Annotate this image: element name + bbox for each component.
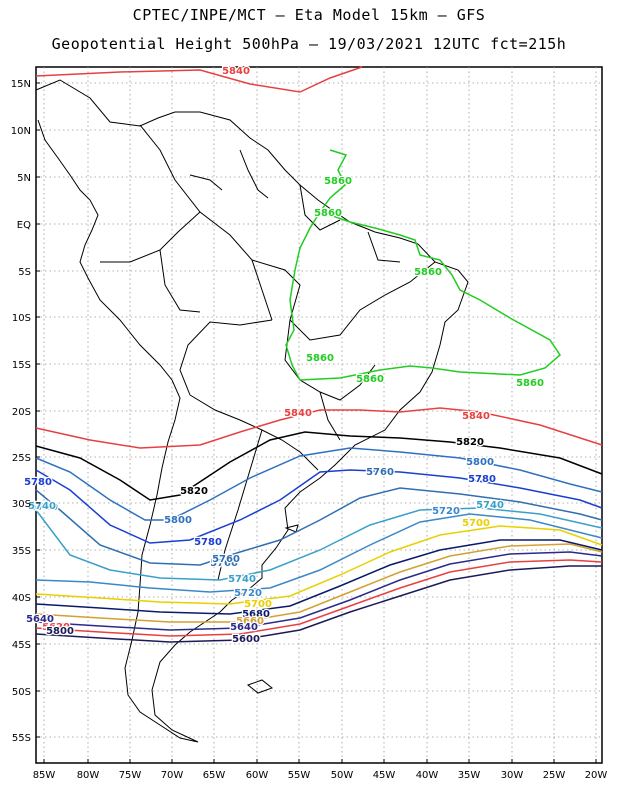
lat-tick-label: 25S <box>12 453 31 464</box>
contour-label: 5780 <box>468 474 496 485</box>
contour-label: 5720 <box>234 588 262 599</box>
contour-5660 <box>35 543 603 623</box>
contour-label: 5860 <box>516 378 544 389</box>
contour-5840-north <box>35 66 363 93</box>
contour-5820 <box>35 431 603 501</box>
contour-label: 5800 <box>466 457 494 468</box>
contour-5840 <box>35 407 603 449</box>
lon-tick-label: 40W <box>416 770 439 781</box>
lat-tick-label: 55S <box>12 733 31 744</box>
coastline <box>35 79 469 743</box>
contour-label: 5820 <box>180 486 208 497</box>
lon-tick-label: 35W <box>458 770 481 781</box>
lon-tick-label: 50W <box>331 770 354 781</box>
lon-tick-label: 75W <box>119 770 142 781</box>
contour-label: 5760 <box>366 467 394 478</box>
contour-5800 <box>35 447 603 521</box>
contour-5860-north <box>285 149 561 381</box>
contours <box>35 66 603 643</box>
lon-tick-label: 70W <box>161 770 184 781</box>
contour-label: 5860 <box>356 374 384 385</box>
lat-tick-label: 5S <box>18 267 31 278</box>
contour-label: 5860 <box>324 176 352 187</box>
lat-tick-label: 35S <box>12 546 31 557</box>
contour-label: 5800 <box>46 626 74 637</box>
lon-tick-label: 25W <box>543 770 566 781</box>
contour-label: 5780 <box>24 477 52 488</box>
contour-label: 5860 <box>314 208 342 219</box>
lon-tick-label: 45W <box>373 770 396 781</box>
contour-label: 5720 <box>432 506 460 517</box>
contour-label: 5600 <box>232 634 260 645</box>
contour-5640 <box>35 551 603 631</box>
contour-label: 5740 <box>228 574 256 585</box>
contour-5760 <box>35 487 603 566</box>
contour-label: 5840 <box>462 411 490 422</box>
contour-label: 5740 <box>476 500 504 511</box>
lon-tick-label: 60W <box>246 770 269 781</box>
lat-tick-label: 10N <box>11 126 31 137</box>
lat-tick-label: 50S <box>12 687 31 698</box>
contour-5740 <box>35 507 603 581</box>
lat-tick-label: 20S <box>12 407 31 418</box>
contour-label: 5800 <box>164 515 192 526</box>
lat-tick-label: 45S <box>12 640 31 651</box>
lon-tick-label: 80W <box>77 770 100 781</box>
contour-label: 5820 <box>456 437 484 448</box>
contour-5700 <box>35 525 603 605</box>
longitude-labels: 85W 80W 75W 70W 65W 60W 55W 50W 45W 40W 35W 30W 25W 2… <box>33 759 608 781</box>
contour-label: 5660 <box>236 616 264 627</box>
lon-tick-label: 55W <box>288 770 311 781</box>
lon-tick-label: 30W <box>501 770 524 781</box>
contour-label: 5740 <box>28 501 56 512</box>
lon-tick-label: 85W <box>33 770 56 781</box>
contour-label: 5620 <box>42 622 70 633</box>
graticule <box>36 67 602 763</box>
lat-tick-label: 15N <box>11 79 31 90</box>
contour-label: 5840 <box>222 66 250 77</box>
lon-tick-label: 65W <box>203 770 226 781</box>
latitude-labels: 15N 10N 5N EQ 5S 10S 15S 20S 25S 30S 35S 40S 45S 50S 5… <box>11 79 40 744</box>
contour-label: 5700 <box>462 518 490 529</box>
map-title: CPTEC/INPE/MCT – Eta Model 15km – GFS <box>132 6 486 24</box>
contour-labels: 5840 5860 5860 5860 5860 5860 5860 5840 5840 5820… <box>23 65 545 647</box>
contour-label: 5640 <box>230 622 258 633</box>
contour-label: 5760 <box>210 558 238 569</box>
lat-tick-label: 5N <box>17 173 31 184</box>
contour-label: 5680 <box>242 609 270 620</box>
contour-label: 5840 <box>284 408 312 419</box>
contour-label: 5760 <box>212 554 240 565</box>
lat-tick-label: 40S <box>12 593 31 604</box>
contour-label: 5640 <box>26 614 54 625</box>
contour-5600 <box>35 565 602 643</box>
contour-label: 5740 <box>30 502 58 513</box>
contour-5620 <box>35 559 603 637</box>
lon-tick-label: 20W <box>585 770 608 781</box>
lat-tick-label: 30S <box>12 499 31 510</box>
contour-5720 <box>35 513 603 593</box>
lat-tick-label: 10S <box>12 313 31 324</box>
contour-5680 <box>35 539 603 615</box>
contour-label: 5780 <box>194 537 222 548</box>
lat-tick-label: EQ <box>17 220 31 231</box>
contour-label: 5860 <box>306 353 334 364</box>
contour-label: 5860 <box>414 267 442 278</box>
map-subtitle: Geopotential Height 500hPa – 19/03/2021 … <box>51 35 567 53</box>
lat-tick-label: 15S <box>12 360 31 371</box>
map-frame <box>35 66 603 764</box>
contour-label: 5700 <box>244 599 272 610</box>
contour-5780 <box>35 469 603 544</box>
